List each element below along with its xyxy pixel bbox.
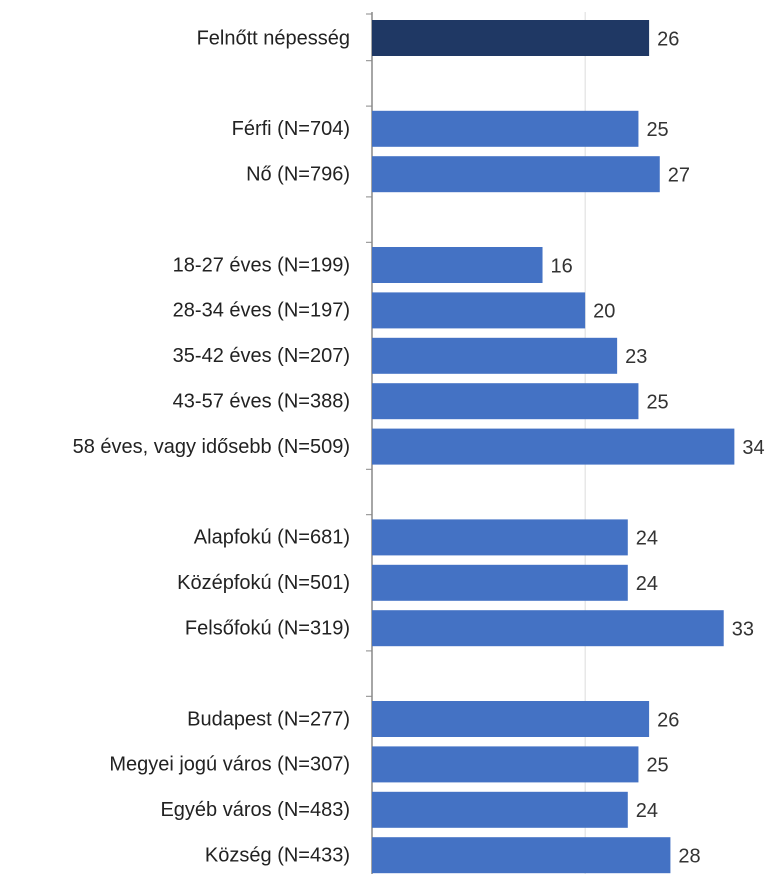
bar bbox=[372, 610, 724, 647]
data-label: 24 bbox=[636, 528, 658, 550]
bar bbox=[372, 337, 618, 374]
data-label: 26 bbox=[657, 28, 679, 50]
data-label: 23 bbox=[625, 346, 647, 368]
bar bbox=[372, 564, 628, 601]
y-tick-label: 18-27 éves (N=199) bbox=[173, 254, 350, 276]
y-tick-label: Középfokú (N=501) bbox=[177, 572, 350, 594]
bar bbox=[372, 428, 735, 465]
data-label: 25 bbox=[646, 119, 668, 141]
bar bbox=[372, 247, 543, 283]
y-tick-label: 28-34 éves (N=197) bbox=[173, 300, 350, 322]
y-tick-label: Alapfokú (N=681) bbox=[194, 527, 350, 549]
data-label: 25 bbox=[646, 755, 668, 777]
data-label: 34 bbox=[742, 437, 764, 459]
data-label: 27 bbox=[668, 164, 690, 186]
bar bbox=[372, 110, 639, 147]
y-tick-label: Község (N=433) bbox=[205, 844, 350, 866]
data-label: 16 bbox=[551, 255, 573, 277]
bar bbox=[372, 519, 628, 556]
bar bbox=[372, 383, 639, 420]
bar bbox=[372, 156, 660, 193]
bar bbox=[372, 292, 586, 329]
y-tick-label: Felsőfokú (N=319) bbox=[185, 617, 350, 639]
y-tick-label: Férfi (N=704) bbox=[232, 118, 350, 140]
data-label: 24 bbox=[636, 800, 658, 822]
data-label: 24 bbox=[636, 573, 658, 595]
y-tick-label: 43-57 éves (N=388) bbox=[173, 390, 350, 412]
y-tick-label: 58 éves, vagy idősebb (N=509) bbox=[73, 436, 350, 458]
y-tick-label: Budapest (N=277) bbox=[187, 708, 350, 730]
data-label: 25 bbox=[646, 391, 668, 413]
y-tick-label: 35-42 éves (N=207) bbox=[173, 345, 350, 367]
y-tick-label: Felnőtt népesség bbox=[197, 27, 350, 49]
data-label: 33 bbox=[732, 618, 754, 640]
y-tick-label: Nő (N=796) bbox=[246, 163, 350, 185]
bar bbox=[372, 837, 671, 874]
bar bbox=[372, 791, 628, 828]
y-tick-label: Megyei jogú város (N=307) bbox=[109, 754, 350, 776]
data-label: 28 bbox=[678, 845, 700, 867]
bar bbox=[372, 701, 650, 737]
bar bbox=[372, 20, 650, 56]
data-label: 20 bbox=[593, 301, 615, 323]
y-tick-label: Egyéb város (N=483) bbox=[160, 799, 350, 821]
bar bbox=[372, 746, 639, 783]
data-label: 26 bbox=[657, 709, 679, 731]
